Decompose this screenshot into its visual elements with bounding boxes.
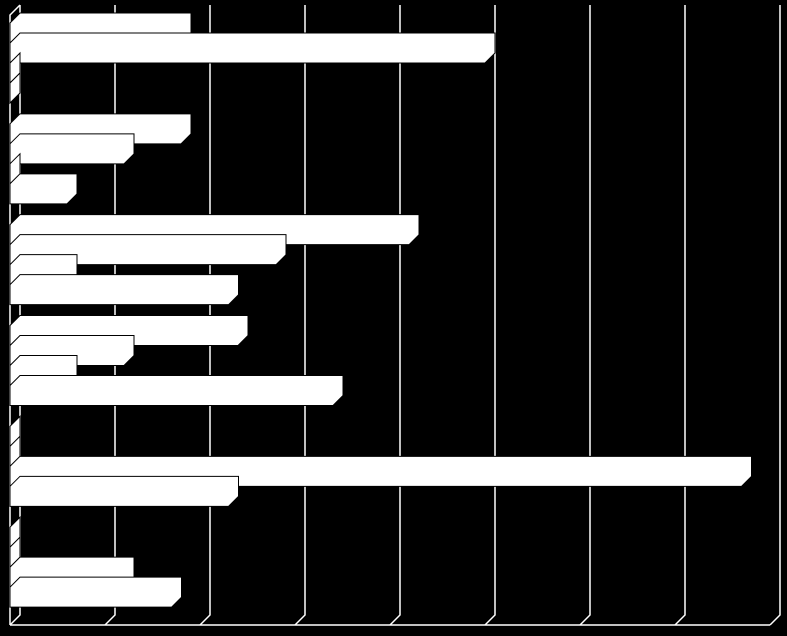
grid-line: [769, 5, 781, 626]
bar: [9, 133, 135, 165]
bar: [9, 475, 239, 507]
bar: [9, 576, 182, 608]
grid-line: [294, 5, 306, 626]
grid-line: [579, 5, 591, 626]
bar: [9, 234, 287, 266]
grid-line: [199, 5, 211, 626]
bar: [9, 71, 21, 105]
axis-line: [9, 4, 21, 625]
bar: [9, 274, 239, 306]
grid-line: [9, 5, 21, 626]
grid-line: [389, 5, 401, 626]
bar: [9, 173, 78, 205]
bar: [9, 32, 496, 64]
grid-line: [104, 5, 116, 626]
bar: [9, 375, 344, 406]
grid-line: [484, 5, 496, 626]
grid-line: [674, 5, 686, 626]
